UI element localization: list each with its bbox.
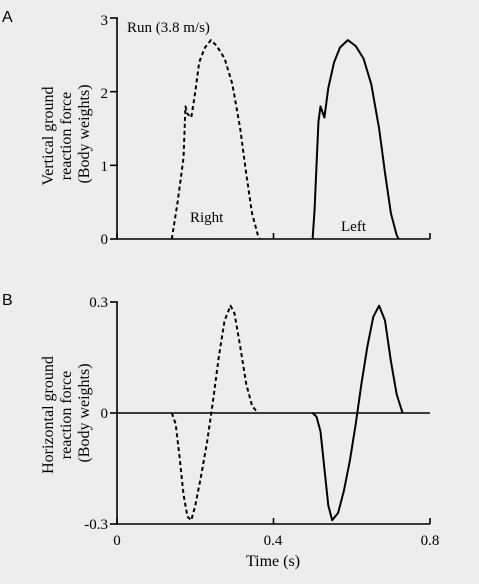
- panel-b-series-left: [311, 304, 404, 522]
- panel-a-label-left: Left: [341, 219, 367, 235]
- panel-b-ylabel: Horizontal ground reaction force (Body w…: [40, 352, 93, 474]
- panel-a-series-left: [311, 39, 400, 240]
- panel-a-ticks: [110, 17, 431, 240]
- panel-a-ylabel-line1: Vertical ground: [40, 86, 57, 185]
- panel-b-ytick-label: 0.3: [89, 295, 108, 311]
- panel-b-xtick-label: 0.8: [421, 533, 440, 549]
- panel-b-series-right: [170, 304, 259, 522]
- panel-a-letter: A: [2, 9, 13, 26]
- panel-b-ylabel-line2: reaction force: [58, 371, 75, 459]
- panel-b-xtick-label: 0: [113, 533, 121, 549]
- panel-a-ytick-label: 2: [101, 86, 109, 102]
- panel-b-ytick-label: -0.3: [84, 517, 108, 533]
- panel-b-ylabel-line3: (Body weights): [76, 363, 93, 462]
- panel-a-ylabel-line2: reaction force: [58, 92, 75, 180]
- panel-b-ticks: [110, 301, 431, 525]
- panel-b-letter: B: [2, 292, 13, 309]
- panel-a-annotation: Run (3.8 m/s): [127, 20, 210, 36]
- panel-a-ytick-label: 1: [101, 159, 109, 175]
- panel-a-ylabel: Vertical ground reaction force (Body wei…: [40, 82, 93, 185]
- panel-b: B Horizontal ground reaction force (Body…: [2, 292, 439, 570]
- panel-a: A Run (3.8 m/s) Vertical ground reaction…: [2, 9, 431, 248]
- panel-a-series-right: [170, 39, 261, 240]
- panel-a-label-right: Right: [190, 210, 224, 226]
- panel-a-ytick-label: 0: [101, 232, 109, 248]
- panel-b-ytick-label: 0: [101, 406, 109, 422]
- panel-b-xlabel: Time (s): [246, 553, 300, 570]
- panel-a-ylabel-line3: (Body weights): [76, 84, 93, 183]
- panel-a-ytick-label: 3: [101, 13, 109, 29]
- panel-b-xtick-label: 0.4: [264, 533, 283, 549]
- panel-b-ylabel-line1: Horizontal ground: [40, 356, 57, 474]
